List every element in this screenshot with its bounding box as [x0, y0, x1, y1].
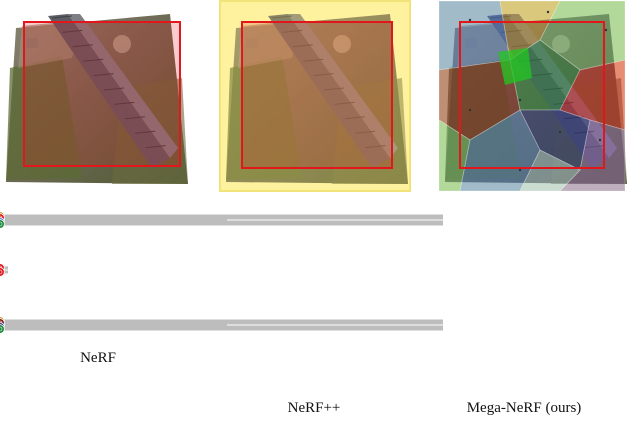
aerial-road [48, 14, 170, 168]
aerial-road [268, 14, 390, 168]
aerial-texture [334, 101, 355, 105]
voronoi-cell [559, 119, 626, 192]
centroid-dot [468, 108, 472, 112]
aerial-texture [271, 15, 293, 19]
centroid-dot [558, 130, 562, 134]
aerial-texture [563, 116, 584, 120]
aerial-texture [574, 130, 595, 134]
caption-nerf: NeRF [80, 350, 116, 366]
aerial-field [226, 56, 302, 180]
aerial-texture [145, 145, 166, 149]
sample-node-ring [0, 221, 3, 227]
caption-mega-nerf: Mega-NeRF (ours) [466, 400, 582, 416]
voronoi-cell [438, 0, 511, 71]
aerial-texture [553, 101, 574, 105]
aerial-texture [501, 29, 522, 33]
aerial-texture [323, 87, 345, 91]
aerial-texture [62, 29, 83, 33]
centroid-dot [518, 168, 522, 172]
aerial-texture [344, 116, 365, 120]
centroid-dot [468, 18, 472, 22]
aerial-road [68, 14, 178, 158]
centroid-dot [598, 138, 602, 142]
centroid-dot [604, 28, 608, 32]
aerial-texture [584, 145, 605, 149]
caption-nerfpp: NeRF++ [287, 400, 341, 416]
voronoi-cell [559, 59, 626, 131]
aerial-texture [282, 29, 303, 33]
aerial-texture [313, 73, 334, 77]
region-box-nerf [23, 21, 181, 167]
aerial-texture [114, 101, 135, 105]
aerial-texture [292, 44, 313, 48]
aerial-structure [246, 38, 258, 48]
voronoi-cell [499, 0, 561, 61]
aerial-structure [465, 38, 477, 48]
centroid-dot [518, 98, 522, 102]
aerial-texture [365, 145, 386, 149]
aerial-road [507, 14, 617, 158]
aerial-texture [511, 44, 532, 48]
aerial-field [445, 56, 521, 180]
aerial-texture [124, 116, 145, 120]
aerial-texture [93, 73, 114, 77]
aerial-photo-nerfpp [226, 14, 408, 184]
aerial-texture [51, 15, 73, 19]
sample-node-ring [0, 269, 3, 275]
aerial-structure [552, 35, 570, 53]
aerial-texture [532, 73, 553, 77]
voronoi-cell [519, 149, 581, 192]
aerial-texture [135, 130, 156, 134]
background-tint-nerfpp [220, 1, 410, 191]
voronoi-cell [519, 109, 591, 171]
aerial-texture [83, 58, 104, 62]
sample-node-ring [0, 326, 3, 332]
aerial-texture [303, 58, 324, 62]
aerial-texture [355, 130, 376, 134]
aerial-structure [26, 38, 38, 48]
centroid-dot [546, 10, 550, 14]
aerial-photo-mega [445, 14, 627, 184]
aerial-road [288, 14, 398, 158]
aerial-texture [542, 87, 564, 91]
aerial-texture [490, 15, 512, 19]
aerial-texture [103, 87, 125, 91]
region-box-mega [459, 21, 605, 169]
region-box-nerfpp [241, 21, 393, 169]
aerial-structure [113, 35, 131, 53]
voronoi-cell [498, 48, 532, 85]
aerial-structure [333, 35, 351, 53]
aerial-texture [72, 44, 93, 48]
